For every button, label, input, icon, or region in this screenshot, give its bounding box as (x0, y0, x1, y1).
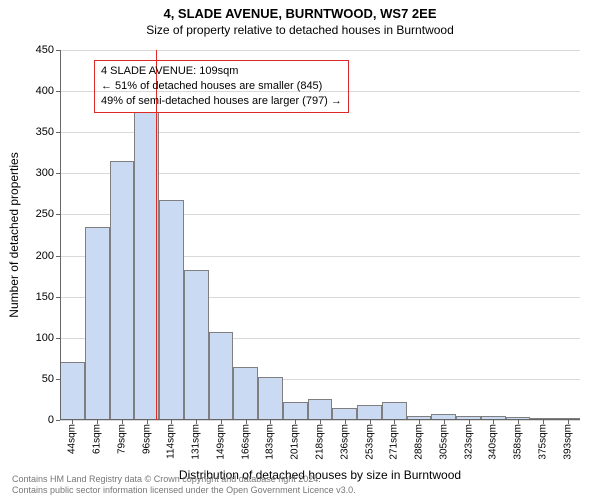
xtick-label: 114sqm (166, 424, 177, 459)
xtick-label: 218sqm (315, 424, 326, 460)
annotation-box: 4 SLADE AVENUE: 109sqm← 51% of detached … (94, 60, 349, 113)
xtick-label: 131sqm (191, 424, 202, 460)
xtick-label: 61sqm (92, 424, 103, 454)
xtick-label: 79sqm (116, 424, 127, 454)
xtick-label: 305sqm (438, 424, 449, 460)
ytick-label: 0 (48, 414, 54, 426)
xtick-label: 288sqm (414, 424, 425, 460)
histogram-bar (283, 402, 308, 420)
ytick-mark (56, 420, 60, 421)
histogram-bar (159, 200, 184, 420)
xtick-label: 166sqm (240, 424, 251, 460)
ytick-label: 300 (36, 167, 54, 179)
xtick-label: 236sqm (339, 424, 350, 460)
annotation-line: ← 51% of detached houses are smaller (84… (101, 79, 342, 94)
annotation-line: 4 SLADE AVENUE: 109sqm (101, 64, 342, 79)
y-axis-line (60, 50, 61, 420)
xtick-label: 375sqm (537, 424, 548, 460)
x-axis-line (60, 419, 580, 420)
xtick-label: 201sqm (290, 424, 301, 460)
ytick-label: 450 (36, 44, 54, 56)
histogram-bar (382, 402, 407, 420)
page-title: 4, SLADE AVENUE, BURNTWOOD, WS7 2EE (0, 6, 600, 21)
ytick-label: 350 (36, 126, 54, 138)
xtick-label: 358sqm (513, 424, 524, 460)
xtick-label: 271sqm (389, 424, 400, 460)
ytick-label: 150 (36, 291, 54, 303)
histogram-bar (258, 377, 283, 420)
histogram-bar (60, 362, 85, 420)
annotation-line: 49% of semi-detached houses are larger (… (101, 94, 342, 109)
xtick-label: 340sqm (488, 424, 499, 460)
histogram-bar (184, 270, 209, 420)
ytick-label: 100 (36, 332, 54, 344)
chart-plot-area: 05010015020025030035040045044sqm61sqm79s… (60, 50, 580, 420)
y-axis-title: Number of detached properties (7, 152, 21, 317)
xtick-label: 44sqm (67, 424, 78, 454)
xtick-label: 149sqm (215, 424, 226, 460)
ytick-label: 200 (36, 250, 54, 262)
xtick-label: 323sqm (463, 424, 474, 460)
xtick-label: 393sqm (562, 424, 573, 460)
histogram-bar (308, 399, 333, 420)
footer-line: Contains public sector information licen… (12, 485, 356, 496)
ytick-label: 50 (42, 373, 54, 385)
ytick-label: 250 (36, 208, 54, 220)
footer-line: Contains HM Land Registry data © Crown c… (12, 474, 356, 485)
xtick-label: 96sqm (141, 424, 152, 454)
xtick-label: 253sqm (364, 424, 375, 460)
histogram-bar (209, 332, 234, 420)
footer-attribution: Contains HM Land Registry data © Crown c… (12, 474, 356, 496)
page-subtitle: Size of property relative to detached ho… (0, 23, 600, 37)
histogram-bar (233, 367, 258, 420)
histogram-bar (85, 227, 110, 420)
histogram-bar (110, 161, 135, 420)
ytick-label: 400 (36, 85, 54, 97)
xtick-label: 183sqm (265, 424, 276, 460)
histogram-bar (357, 405, 382, 420)
gridline (60, 50, 580, 51)
